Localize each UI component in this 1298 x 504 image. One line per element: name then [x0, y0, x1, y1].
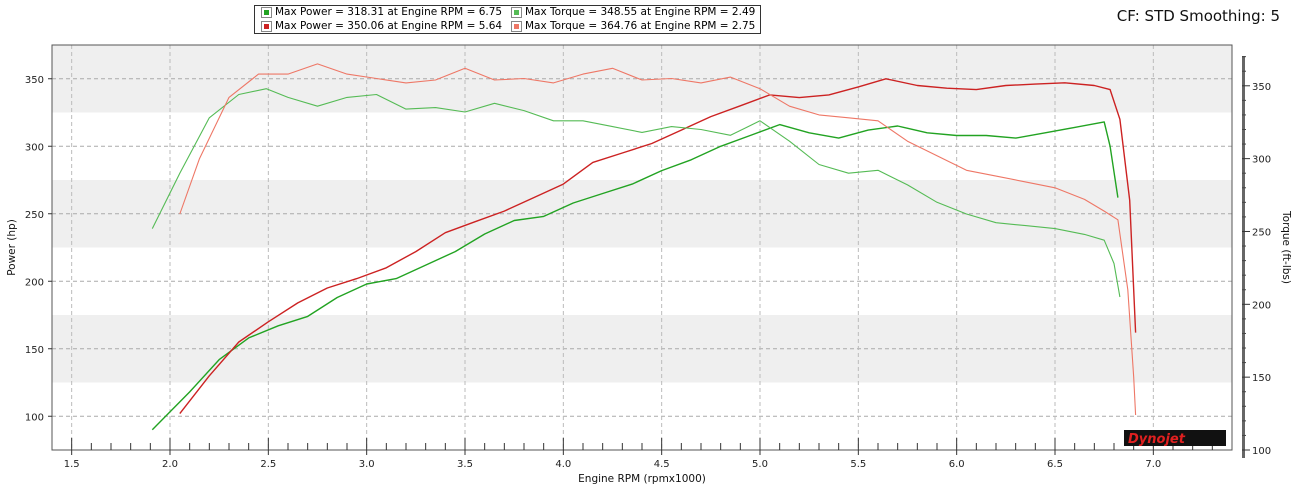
legend: Max Power = 318.31 at Engine RPM = 6.75 …	[254, 5, 761, 34]
x-tick-label: 6.0	[949, 459, 965, 470]
correction-factor-title: CF: STD Smoothing: 5	[1116, 7, 1280, 25]
y-tick-label: 150	[25, 345, 44, 356]
y-tick-label: 300	[25, 142, 44, 153]
y2-tick-label: 250	[1252, 227, 1271, 238]
series-line-4	[179, 63, 1137, 416]
dynojet-logo-text: Dynojet	[1128, 432, 1186, 447]
y-tick-label: 100	[25, 412, 44, 423]
y-tick-label: 250	[25, 210, 44, 221]
x-tick-label: 7.0	[1145, 459, 1161, 470]
series-line-2	[179, 78, 1137, 415]
x-tick-label: 5.0	[752, 459, 768, 470]
legend-label-power-run2: Max Power = 350.06 at Engine RPM = 5.64	[275, 20, 503, 32]
x-tick-label: 1.5	[64, 459, 80, 470]
x-axis-title: Engine RPM (rpmx1000)	[578, 473, 706, 485]
legend-label-power-run1: Max Power = 318.31 at Engine RPM = 6.75	[275, 6, 503, 18]
x-minor-ticks	[71, 438, 1213, 450]
y2-ticks: 100 150 200 250 300 350	[1242, 56, 1271, 457]
y2-tick-label: 100	[1252, 446, 1271, 457]
y-tick-label: 350	[25, 75, 44, 86]
series-line-3	[151, 88, 1121, 298]
dynojet-logo: Dynojet	[1124, 430, 1226, 447]
plot-grid	[52, 45, 1232, 450]
y-tick-label: 200	[25, 277, 44, 288]
legend-label-torque-run1: Max Torque = 348.55 at Engine RPM = 2.49	[525, 6, 756, 18]
series-line-1	[151, 121, 1119, 431]
x-tick-label: 2.5	[260, 459, 276, 470]
x-tick-label: 3.0	[359, 459, 375, 470]
legend-swatch-power-run2	[261, 21, 272, 32]
legend-swatch-torque-run2	[511, 21, 522, 32]
y-axis-title: Power (hp)	[6, 219, 18, 276]
x-tick-label: 4.0	[555, 459, 571, 470]
series-lines	[151, 63, 1137, 431]
y-ticks: 100 150 200 250 300 350	[25, 75, 52, 423]
x-tick-label: 5.5	[850, 459, 866, 470]
legend-label-torque-run2: Max Torque = 364.76 at Engine RPM = 2.75	[525, 20, 756, 32]
x-tick-label: 6.5	[1047, 459, 1063, 470]
y2-tick-label: 350	[1252, 82, 1271, 93]
y2-tick-label: 150	[1252, 373, 1271, 384]
y2-tick-label: 200	[1252, 300, 1271, 311]
legend-swatch-torque-run1	[511, 7, 522, 18]
x-tick-label: 2.0	[162, 459, 178, 470]
y2-tick-label: 300	[1252, 155, 1271, 166]
x-tick-label: 3.5	[457, 459, 473, 470]
legend-swatch-power-run1	[261, 7, 272, 18]
y2-axis-title: Torque (ft-lbs)	[1280, 210, 1292, 284]
right-axis-bar	[1242, 56, 1245, 458]
x-ticks: 1.5 2.0 2.5 3.0 3.5 4.0 4.5 5.0 5.5 6.0 6.5 7.0	[64, 450, 1161, 470]
x-tick-label: 4.5	[654, 459, 670, 470]
